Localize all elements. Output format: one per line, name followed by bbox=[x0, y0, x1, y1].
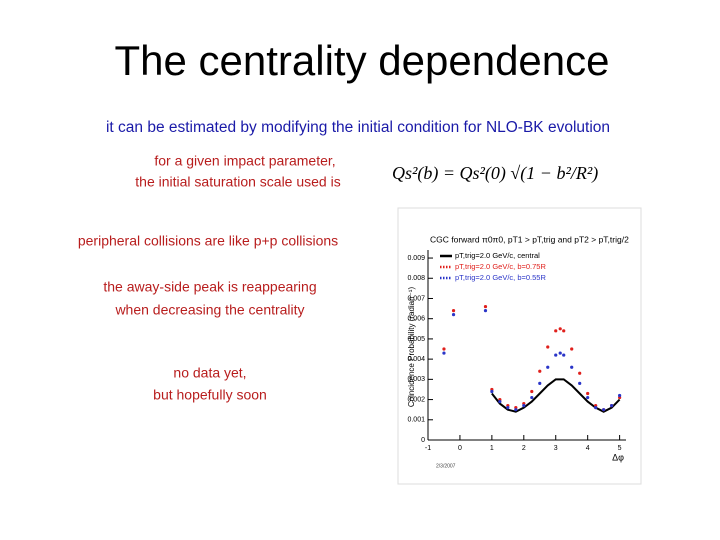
data-point bbox=[558, 351, 562, 355]
y-tick-label: 0.006 bbox=[407, 316, 425, 323]
note: but hopefully soon bbox=[153, 387, 267, 403]
data-point bbox=[578, 381, 582, 385]
data-point bbox=[451, 309, 456, 313]
x-tick-label: 1 bbox=[490, 445, 494, 452]
data-point bbox=[562, 353, 566, 357]
data-point bbox=[558, 327, 562, 331]
data-point bbox=[554, 353, 558, 357]
note: peripheral collisions are like p+p colli… bbox=[78, 233, 338, 249]
x-tick-label: 2 bbox=[522, 445, 526, 452]
data-point bbox=[442, 347, 446, 351]
figure-frame bbox=[397, 207, 642, 485]
note: for a given impact parameter, bbox=[154, 153, 335, 169]
note: the initial saturation scale used is bbox=[135, 174, 340, 190]
y-tick-label: 0.004 bbox=[407, 356, 425, 363]
data-point bbox=[483, 309, 488, 313]
x-axis-label: Δφ bbox=[612, 452, 624, 462]
y-tick-label: 0.003 bbox=[407, 376, 425, 383]
data-point bbox=[546, 365, 550, 369]
data-point bbox=[546, 345, 550, 349]
data-point bbox=[498, 399, 502, 404]
data-point bbox=[522, 404, 526, 408]
y-tick-label: 0.007 bbox=[407, 295, 425, 302]
data-point bbox=[506, 406, 510, 410]
data-point bbox=[442, 351, 446, 355]
formula: Qs²(b) = Qs²(0) √(1 − b²/R²) bbox=[392, 163, 598, 184]
subtitle: it can be estimated by modifying the ini… bbox=[106, 119, 610, 136]
data-point bbox=[578, 371, 582, 375]
data-point bbox=[602, 408, 606, 412]
y-tick-label: 0.001 bbox=[407, 417, 425, 424]
legend-label: pT,trig=2.0 GeV/c, b=0.75R bbox=[455, 262, 546, 271]
y-tick-label: 0.008 bbox=[407, 275, 425, 282]
data-point bbox=[618, 393, 622, 398]
legend-label: pT,trig=2.0 GeV/c, b=0.55R bbox=[455, 273, 546, 282]
y-axis-label: Coincidence Probability (radian⁻¹) bbox=[407, 287, 416, 408]
data-point bbox=[554, 329, 558, 333]
data-point bbox=[530, 395, 534, 400]
y-tick-label: 0.005 bbox=[407, 336, 425, 343]
footer: 2/3/2007 bbox=[436, 463, 456, 469]
y-tick-label: 0.009 bbox=[407, 255, 425, 262]
data-point bbox=[610, 404, 614, 408]
chart-title: CGC forward π0π0, pT1 > pT,trig and pT2 … bbox=[430, 234, 629, 244]
x-tick-label: 4 bbox=[586, 445, 590, 452]
data-point bbox=[586, 395, 590, 400]
note: no data yet, bbox=[173, 365, 246, 381]
x-tick-label: -1 bbox=[425, 445, 431, 452]
data-point bbox=[538, 369, 542, 373]
y-tick-label: 0 bbox=[421, 437, 425, 444]
slide-title: The centrality dependence bbox=[115, 37, 610, 84]
data-point bbox=[594, 406, 598, 410]
note: the away-side peak is reappearing bbox=[103, 279, 316, 295]
data-point bbox=[562, 329, 566, 333]
data-point bbox=[538, 381, 542, 385]
legend-label: pT,trig=2.0 GeV/c, central bbox=[455, 251, 540, 260]
data-point bbox=[530, 389, 534, 394]
y-tick-label: 0.002 bbox=[407, 396, 425, 403]
data-point bbox=[514, 408, 518, 412]
x-tick-label: 3 bbox=[554, 445, 558, 452]
data-point bbox=[586, 391, 590, 396]
figure: CGC forward π0π0, pT1 > pT,trig and pT2 … bbox=[407, 234, 629, 469]
x-tick-label: 5 bbox=[618, 445, 622, 452]
data-point bbox=[490, 389, 494, 394]
data-point bbox=[570, 347, 574, 351]
data-point bbox=[483, 304, 488, 309]
data-point bbox=[451, 313, 456, 317]
x-tick-label: 0 bbox=[458, 445, 462, 452]
data-point bbox=[570, 365, 574, 369]
note: when decreasing the centrality bbox=[114, 302, 304, 318]
